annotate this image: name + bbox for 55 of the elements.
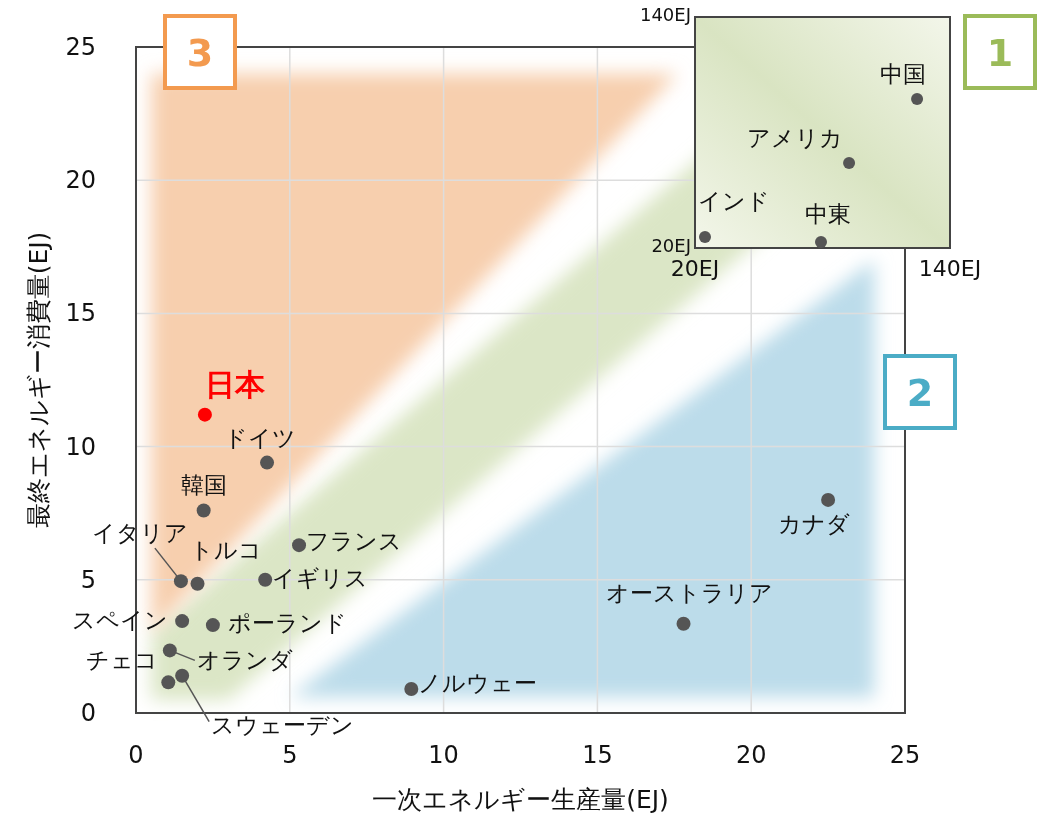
series-label: フランス <box>306 528 403 555</box>
y-tick-label: 0 <box>80 699 96 727</box>
series-label: 中東 <box>805 201 852 228</box>
annotation-box: 3 <box>163 14 237 90</box>
point <box>843 156 856 169</box>
point <box>161 675 176 690</box>
x-tick-label: 0 <box>128 741 144 769</box>
series-label: スウェーデン <box>211 711 355 738</box>
series-label: カナダ <box>778 510 851 537</box>
series-label: 中国 <box>880 61 927 87</box>
series-label: アメリカ <box>747 124 844 151</box>
x-tick-label: 5 <box>282 741 298 769</box>
point <box>676 616 691 631</box>
series-label: ノルウェー <box>418 670 538 697</box>
x-tick-label: 25 <box>889 741 921 769</box>
series-label: 韓国 <box>180 471 227 498</box>
y-tick-label: 5 <box>80 565 96 594</box>
x-tick-label: 10 <box>428 741 459 769</box>
y-tick-label: 25 <box>65 33 96 61</box>
series-label: インド <box>697 188 770 215</box>
point <box>260 455 275 470</box>
point <box>173 574 188 589</box>
series-label: トルコ <box>189 536 262 563</box>
x-tick-label: 20 <box>735 741 767 769</box>
y-axis-title: 最終エネルギー消費量(EJ) <box>24 231 53 529</box>
point <box>196 503 211 518</box>
x-tick-label: 15 <box>582 741 613 769</box>
series-label: イギリス <box>272 564 369 591</box>
series-label: イタリア <box>91 520 188 547</box>
y-tick-label: 10 <box>65 432 96 461</box>
point <box>190 576 205 591</box>
legend-label: オランダ <box>196 647 293 674</box>
series-label: ドイツ <box>224 424 297 451</box>
point <box>292 538 307 553</box>
point <box>205 618 220 633</box>
series-label: オーストラリア <box>606 579 774 606</box>
point <box>821 492 836 507</box>
annotation-box: 2 <box>883 354 957 430</box>
series-label: チェコ <box>86 647 159 674</box>
point <box>815 236 828 249</box>
point <box>162 643 177 658</box>
point <box>258 572 273 587</box>
point <box>698 231 711 244</box>
annotation-box: 1 <box>963 14 1037 90</box>
annotation: 3 <box>186 31 214 75</box>
y-tick-label: 15 <box>65 299 96 328</box>
point <box>175 668 190 683</box>
x-axis-title: 一次エネルギー生産量(EJ) <box>372 785 669 814</box>
point <box>175 614 190 629</box>
point <box>404 682 419 697</box>
point <box>197 407 212 422</box>
y-tick-label: 20 <box>65 166 96 195</box>
series-label: ポーランド <box>227 610 347 637</box>
point <box>911 93 924 106</box>
series-label: 日本 <box>204 366 266 402</box>
